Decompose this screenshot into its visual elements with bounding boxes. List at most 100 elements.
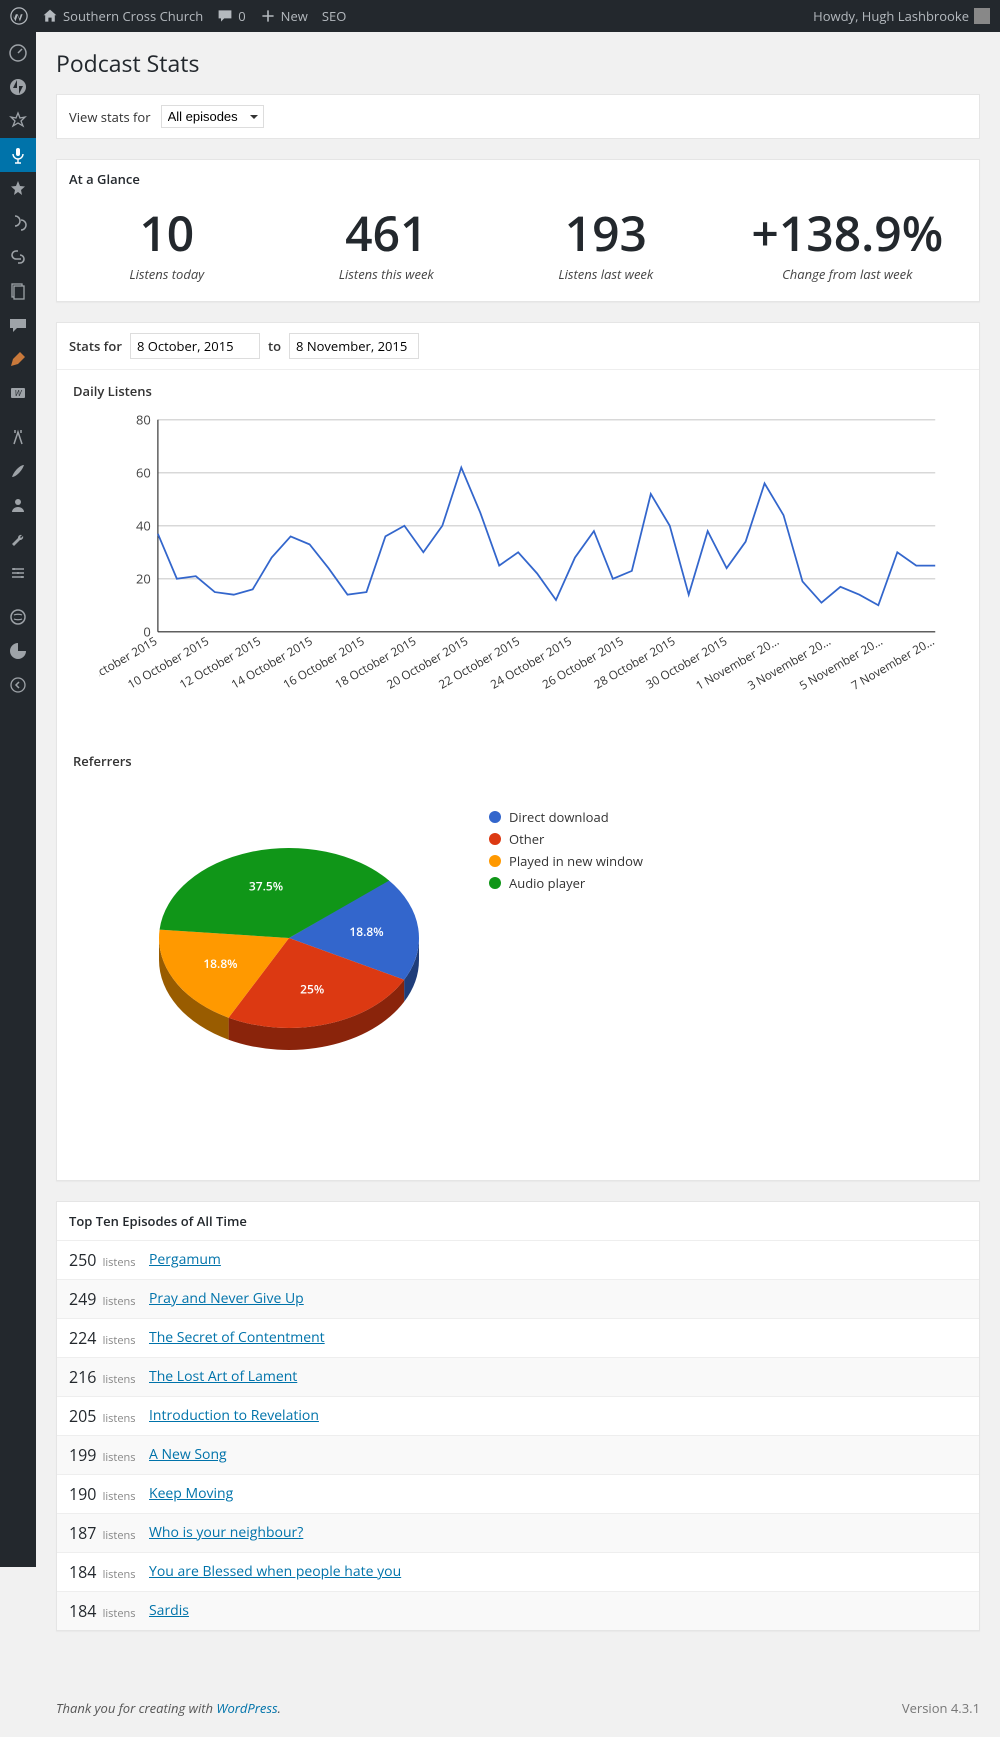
glance-value: 461 [277, 208, 497, 261]
date-from-input[interactable] [130, 333, 260, 359]
filter-label: View stats for [69, 108, 151, 126]
sidebar-item-extra-2[interactable] [0, 634, 36, 668]
legend-item: Other [489, 830, 643, 848]
legend-label: Other [509, 830, 544, 848]
legend-item: Played in new window [489, 852, 643, 870]
sidebar-posts[interactable] [0, 104, 36, 138]
legend-label: Played in new window [509, 852, 643, 870]
episode-select[interactable]: All episodes [161, 105, 264, 128]
episode-listen-count: 199 listens [69, 1444, 149, 1466]
episode-listen-count: 250 listens [69, 1249, 149, 1271]
legend-swatch [489, 877, 501, 889]
glance-item: 10 Listens today [57, 198, 277, 301]
legend-item: Direct download [489, 808, 643, 826]
glance-label: Listens this week [277, 265, 497, 283]
sidebar-tools[interactable] [0, 522, 36, 556]
episode-listen-count: 184 listens [69, 1600, 149, 1622]
episode-link[interactable]: Who is your neighbour? [149, 1523, 303, 1542]
sidebar-users[interactable] [0, 488, 36, 522]
glance-label: Listens today [57, 265, 277, 283]
episode-link[interactable]: Pray and Never Give Up [149, 1289, 304, 1308]
glance-value: +138.9% [716, 208, 979, 261]
avatar [974, 8, 990, 24]
top-ten-row: 187 listens Who is your neighbour? [57, 1513, 979, 1552]
episode-listen-count: 224 listens [69, 1327, 149, 1349]
svg-text:18.8%: 18.8% [203, 955, 237, 972]
date-to-input[interactable] [289, 333, 419, 359]
svg-text:W: W [15, 388, 23, 399]
glance-label: Listens last week [496, 265, 716, 283]
main-content: Podcast Stats View stats for All episode… [36, 32, 1000, 1691]
site-name-link[interactable]: Southern Cross Church [42, 7, 203, 25]
at-a-glance-panel: At a Glance 10 Listens today461 Listens … [56, 159, 980, 302]
admin-footer: Thank you for creating with WordPress. V… [36, 1691, 1000, 1737]
seo-link[interactable]: SEO [322, 7, 346, 25]
episode-listen-count: 249 listens [69, 1288, 149, 1310]
referrers-title: Referrers [69, 740, 967, 778]
episode-listen-count: 187 listens [69, 1522, 149, 1544]
sidebar-collapse[interactable] [0, 668, 36, 702]
comments-link[interactable]: 0 [217, 7, 245, 25]
top-ten-row: 249 listens Pray and Never Give Up [57, 1279, 979, 1318]
svg-text:60: 60 [136, 463, 151, 481]
sidebar-links[interactable] [0, 240, 36, 274]
episode-link[interactable]: A New Song [149, 1445, 227, 1464]
svg-text:37.5%: 37.5% [249, 877, 283, 894]
to-label: to [268, 337, 281, 355]
episode-link[interactable]: Keep Moving [149, 1484, 233, 1503]
sidebar-item-brush[interactable] [0, 454, 36, 488]
new-label: New [281, 7, 308, 25]
daily-listens-chart: 0204060808 October 201510 October 201512… [99, 408, 947, 726]
svg-text:40: 40 [136, 516, 151, 534]
sidebar-appearance[interactable] [0, 342, 36, 376]
stats-for-label: Stats for [69, 337, 122, 355]
footer-wordpress-link[interactable]: WordPress [216, 1699, 277, 1717]
sidebar-dashboard[interactable] [0, 36, 36, 70]
wp-logo[interactable] [10, 7, 28, 25]
sidebar-comments[interactable] [0, 308, 36, 342]
episode-link[interactable]: Sardis [149, 1601, 189, 1620]
admin-sidebar: W [0, 32, 36, 1567]
sidebar-item-star[interactable] [0, 172, 36, 206]
referrers-legend: Direct download Other Played in new wind… [489, 808, 643, 896]
legend-swatch [489, 833, 501, 845]
new-content-link[interactable]: New [260, 7, 308, 25]
top-ten-row: 205 listens Introduction to Revelation [57, 1396, 979, 1435]
episode-listen-count: 205 listens [69, 1405, 149, 1427]
glance-value: 193 [496, 208, 716, 261]
sidebar-item-extra-1[interactable] [0, 600, 36, 634]
legend-item: Audio player [489, 874, 643, 892]
top-ten-row: 216 listens The Lost Art of Lament [57, 1357, 979, 1396]
top-ten-title: Top Ten Episodes of All Time [57, 1202, 979, 1240]
top-ten-row: 184 listens Sardis [57, 1591, 979, 1630]
legend-swatch [489, 811, 501, 823]
svg-text:18.8%: 18.8% [349, 923, 383, 940]
top-ten-row: 184 listens You are Blessed when people … [57, 1552, 979, 1591]
episode-link[interactable]: You are Blessed when people hate you [149, 1562, 401, 1581]
episode-link[interactable]: The Lost Art of Lament [149, 1367, 297, 1386]
episode-link[interactable]: Pergamum [149, 1250, 221, 1269]
svg-text:80: 80 [136, 410, 151, 428]
glance-item: 193 Listens last week [496, 198, 716, 301]
comments-count: 0 [238, 7, 245, 25]
sidebar-media[interactable] [0, 206, 36, 240]
stats-date-range-header: Stats for to [57, 323, 979, 370]
sidebar-item-w[interactable]: W [0, 376, 36, 410]
sidebar-pages[interactable] [0, 274, 36, 308]
account-link[interactable]: Howdy, Hugh Lashbrooke [813, 7, 990, 25]
episode-listen-count: 216 listens [69, 1366, 149, 1388]
daily-listens-title: Daily Listens [69, 370, 967, 408]
footer-thank-you: Thank you for creating with [56, 1699, 216, 1717]
episode-filter-row: View stats for All episodes [56, 94, 980, 139]
sidebar-podcast[interactable] [0, 138, 36, 172]
glance-item: 461 Listens this week [277, 198, 497, 301]
top-ten-row: 224 listens The Secret of Contentment [57, 1318, 979, 1357]
sidebar-plugins[interactable] [0, 420, 36, 454]
episode-link[interactable]: Introduction to Revelation [149, 1406, 319, 1425]
episode-listen-count: 190 listens [69, 1483, 149, 1505]
referrers-pie-chart: 18.8%25%18.8%37.5% [129, 808, 449, 1088]
sidebar-settings[interactable] [0, 556, 36, 590]
sidebar-jetpack[interactable] [0, 70, 36, 104]
episode-link[interactable]: The Secret of Contentment [149, 1328, 325, 1347]
at-a-glance-title: At a Glance [57, 160, 979, 198]
